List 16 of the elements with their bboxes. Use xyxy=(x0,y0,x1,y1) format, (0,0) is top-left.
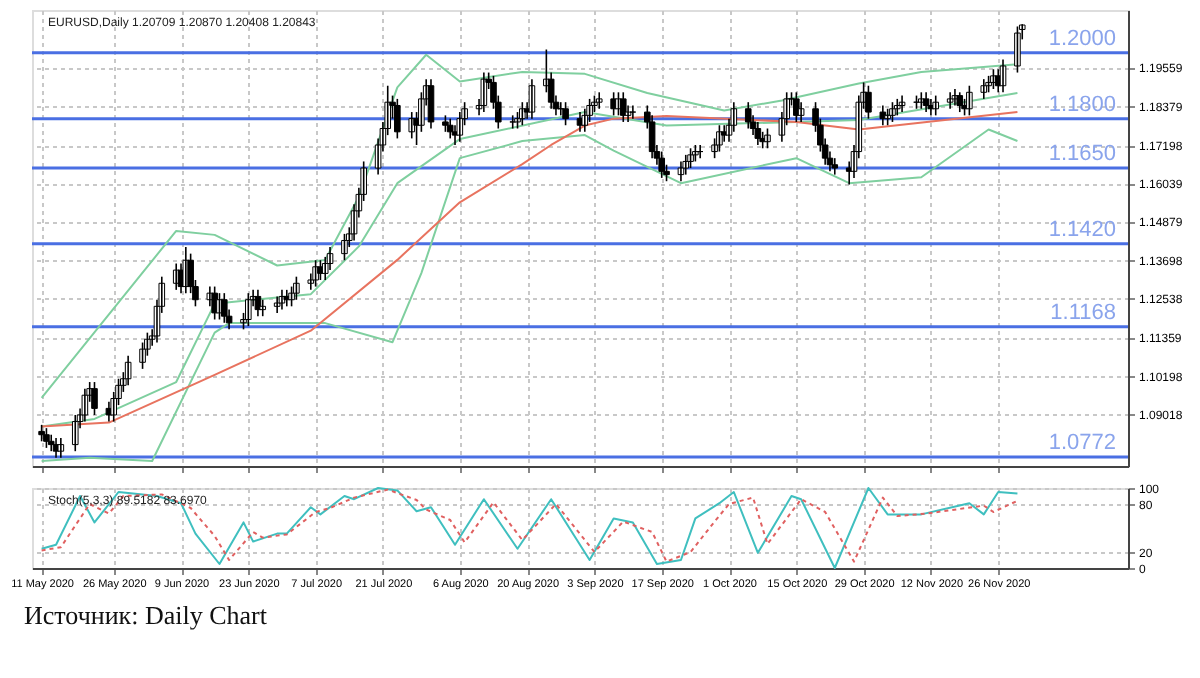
candlestick xyxy=(1014,25,1021,74)
candlestick xyxy=(139,341,146,370)
candlestick xyxy=(831,157,839,176)
text: Источник: Daily Chart xyxy=(24,600,268,630)
candlestick xyxy=(293,275,300,301)
ref-line-label: 1.1800 xyxy=(1048,92,1116,117)
ref-line-label: 1.2000 xyxy=(1048,26,1116,51)
candlestick xyxy=(288,285,295,308)
ref-line-label: 1.1650 xyxy=(1048,142,1116,167)
candlestick xyxy=(562,101,569,127)
candlestick xyxy=(43,427,50,449)
candlestick xyxy=(595,91,603,110)
ref-line-label: 1.1168 xyxy=(1050,300,1116,325)
ref-line-label: 1.1420 xyxy=(1048,217,1116,242)
ref-line-label: 1.0772 xyxy=(1048,431,1116,456)
candlestick xyxy=(687,147,694,169)
